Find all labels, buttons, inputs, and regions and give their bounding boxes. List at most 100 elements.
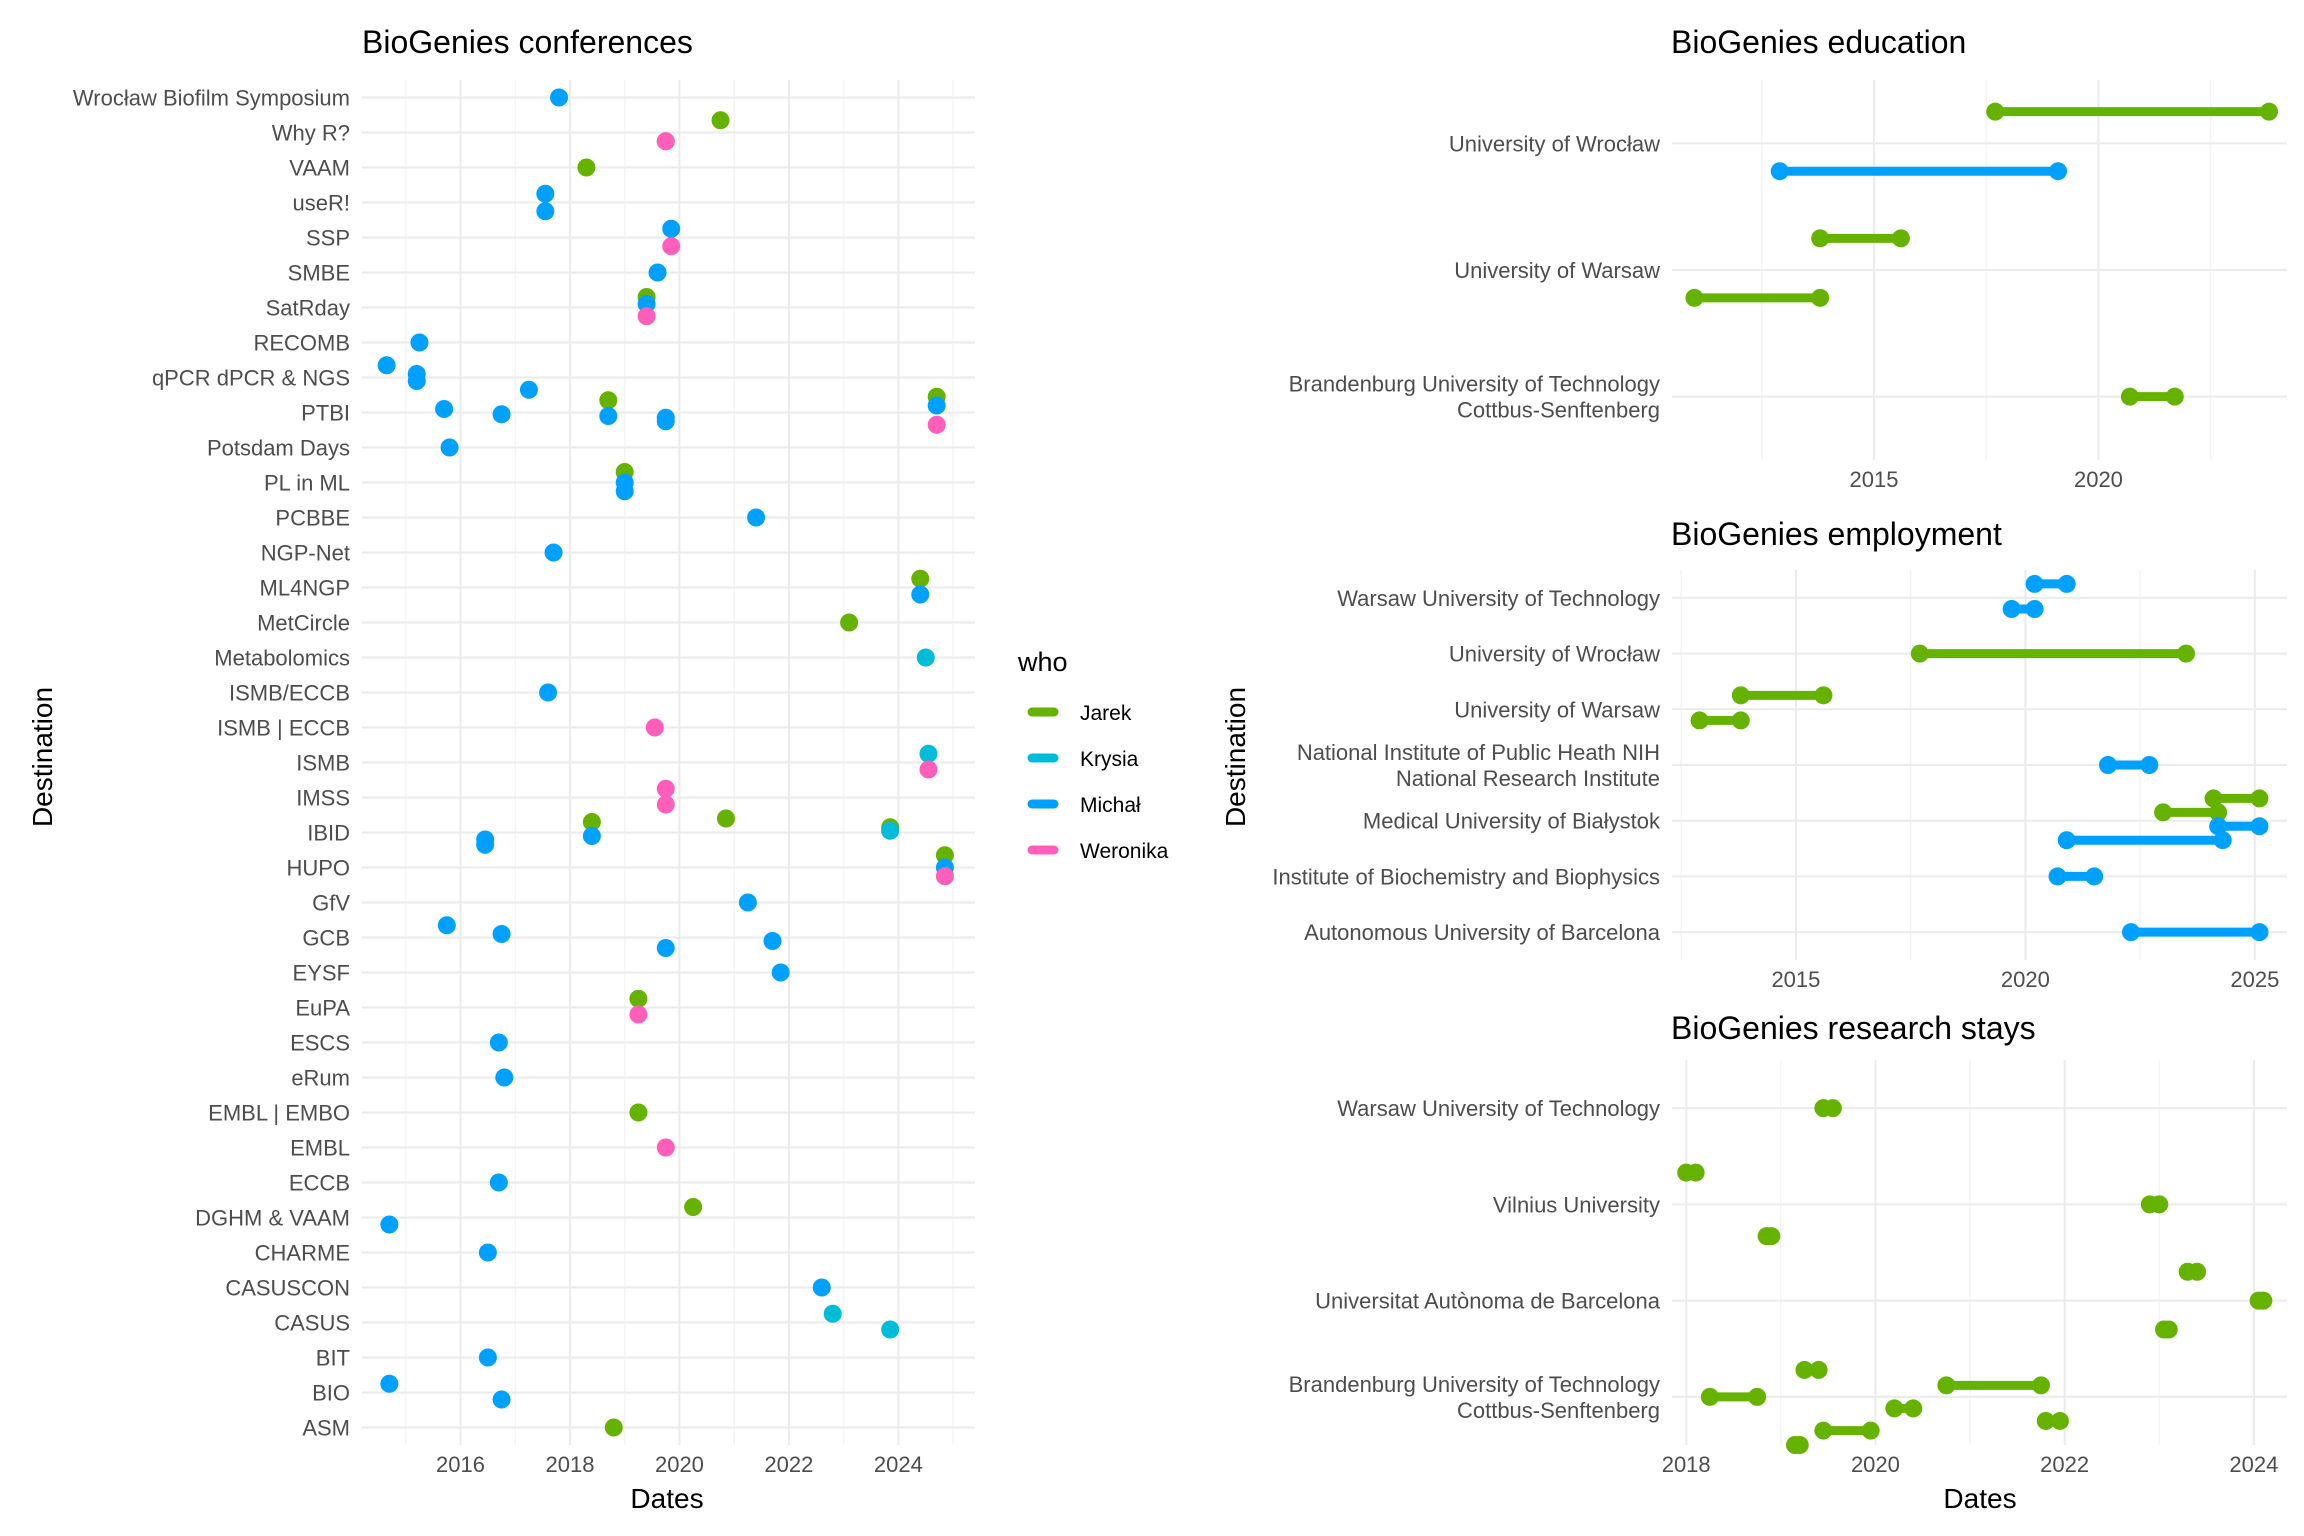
research-stays-title: BioGenies research stays — [1671, 1010, 2036, 1046]
conferences-title: BioGenies conferences — [362, 24, 693, 60]
education-x-tick-labels: 2015 2020 — [1850, 467, 2123, 492]
y-tick-label: Brandenburg University of Technology — [1289, 372, 1660, 397]
data-point — [604, 1418, 623, 1437]
legend-label-krysia: Krysia — [1080, 748, 1139, 771]
y-tick-label: EMBL | EMBO — [208, 1101, 350, 1126]
legend: who Jarek Krysia Michał Weronika — [1017, 647, 1169, 863]
range-end-point — [1790, 1436, 1809, 1454]
data-point — [492, 925, 511, 943]
range-end-point — [2165, 387, 2184, 406]
y-tick-label: Institute of Biochemistry and Biophysics — [1272, 864, 1660, 889]
data-point — [629, 989, 648, 1008]
range-end-point — [2213, 831, 2232, 850]
data-point — [478, 1348, 497, 1367]
conferences-grid — [362, 80, 975, 1445]
range-start-point — [2209, 817, 2228, 836]
research-stays-grid — [1672, 1060, 2287, 1445]
data-point — [656, 795, 675, 814]
range-start-point — [2204, 789, 2223, 808]
data-point — [763, 932, 782, 950]
range-end-point — [1823, 1099, 1842, 1118]
range-end-point — [1762, 1227, 1781, 1246]
y-tick-label: CASUS — [274, 1311, 350, 1336]
y-tick-label: Cottbus-Senftenberg — [1457, 1398, 1660, 1423]
y-tick-label: Wrocław Biofilm Symposium — [73, 86, 350, 111]
conferences-x-tick-labels: 2016 2018 2020 2022 2024 — [436, 1452, 923, 1477]
employment-y-tick-labels: Autonomous University of Barcelona Instit… — [1272, 586, 1661, 945]
y-tick-label: Warsaw University of Technology — [1337, 1096, 1660, 1121]
range-end-point — [1861, 1421, 1880, 1440]
range-end-point — [2050, 1411, 2069, 1430]
data-point — [656, 1138, 675, 1157]
range-start-point — [1795, 1360, 1814, 1379]
range-start-point — [2154, 803, 2173, 822]
range-end-point — [2085, 867, 2104, 886]
range-start-point — [2036, 1411, 2055, 1430]
data-point — [684, 1198, 703, 1216]
data-point — [656, 132, 675, 151]
range-start-point — [1986, 102, 2005, 121]
y-tick-label: CASUSCON — [225, 1276, 350, 1301]
y-tick-label: Universitat Autònoma de Barcelona — [1315, 1289, 1661, 1314]
data-point — [539, 683, 558, 702]
research-stays-x-tick-labels: 2018 2020 2022 2024 — [1662, 1452, 2279, 1477]
y-tick-label: GfV — [312, 891, 350, 916]
y-tick-label: SMBE — [288, 261, 350, 286]
y-tick-label: BIO — [312, 1381, 350, 1406]
data-point — [440, 438, 459, 457]
data-point — [927, 396, 946, 415]
data-point — [380, 1215, 399, 1234]
range-end-point — [2032, 1376, 2050, 1395]
range-end-point — [1748, 1387, 1767, 1406]
data-point — [536, 202, 555, 221]
range-end-point — [2177, 644, 2196, 663]
data-point — [645, 718, 664, 737]
y-tick-label: MetCircle — [257, 611, 350, 636]
y-tick-label: Why R? — [272, 121, 350, 146]
y-tick-label: ASM — [302, 1416, 350, 1441]
data-point — [771, 963, 790, 982]
data-point — [478, 1243, 497, 1262]
y-tick-label: ESCS — [290, 1031, 350, 1056]
data-point — [716, 809, 735, 828]
data-point — [577, 158, 596, 177]
data-point — [476, 835, 495, 854]
legend-item-krysia: Krysia — [1027, 748, 1139, 771]
range-start-point — [2025, 574, 2044, 593]
x-tick-label: 2020 — [2001, 967, 2050, 992]
data-point — [738, 893, 757, 912]
employment-ranges — [1690, 574, 2269, 942]
y-tick-label: National Institute of Public Heath NIH — [1297, 740, 1660, 765]
y-tick-label: EuPA — [295, 996, 350, 1021]
y-tick-label: VAAM — [289, 156, 350, 181]
data-point — [380, 1374, 399, 1393]
data-point — [582, 813, 601, 831]
y-tick-label: Vilnius University — [1493, 1192, 1660, 1217]
education-panel: Brandenburg University of TechnologyCott… — [1289, 24, 2287, 492]
range-start-point — [2121, 923, 2140, 942]
legend-label-jarek: Jarek — [1080, 702, 1132, 725]
range-start-point — [2002, 600, 2021, 618]
employment-x-tick-labels: 2015 2020 2025 — [1771, 967, 2279, 992]
employment-panel: Autonomous University of Barcelona Instit… — [1220, 516, 2287, 992]
data-point — [489, 1173, 508, 1192]
range-end-point — [2250, 789, 2269, 808]
y-tick-label: Warsaw University of Technology — [1337, 586, 1660, 611]
data-point — [407, 372, 426, 390]
x-tick-label: 2015 — [1771, 967, 1820, 992]
x-tick-label: 2025 — [2230, 967, 2279, 992]
research-stays-panel: Brandenburg University of TechnologyCott… — [1289, 1010, 2287, 1514]
y-tick-label: ISMB/ECCB — [229, 681, 350, 706]
research-stays-x-axis-title: Dates — [1943, 1483, 2016, 1514]
range-start-point — [1937, 1376, 1956, 1395]
y-tick-label: Autonomous University of Barcelona — [1304, 920, 1661, 945]
range-end-point — [2250, 817, 2269, 836]
range-start-point — [2057, 831, 2076, 850]
y-tick-label: University of Warsaw — [1454, 697, 1660, 722]
range-start-point — [2120, 387, 2139, 406]
data-point — [662, 219, 681, 238]
conferences-y-axis-title: Destination — [27, 687, 58, 827]
y-tick-label: PL in ML — [264, 471, 350, 496]
y-tick-label: NGP-Net — [261, 541, 350, 566]
y-tick-label: GCB — [302, 926, 350, 951]
